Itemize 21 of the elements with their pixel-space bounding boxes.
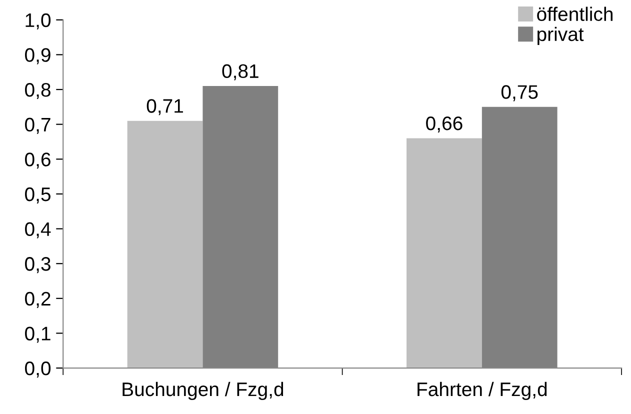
data-label: 0,75 xyxy=(501,85,538,102)
bar xyxy=(127,120,203,368)
y-tick-label: 0,8 xyxy=(25,82,50,100)
legend-label: öffentlich xyxy=(537,6,612,22)
y-tick-label: 0,7 xyxy=(25,118,50,134)
y-tick-label: 0,2 xyxy=(25,292,50,308)
legend-label: privat xyxy=(538,26,584,45)
bar xyxy=(406,138,482,368)
x-tick-label: Buchungen / Fzg,d xyxy=(122,382,284,400)
y-tick-label: 0,6 xyxy=(25,152,50,169)
y-tick-label: 0,5 xyxy=(25,187,50,204)
y-tick-label: 0,9 xyxy=(25,48,50,64)
data-label: 0,81 xyxy=(222,64,258,80)
y-tick-label: 0,1 xyxy=(25,326,50,343)
data-label: 0,71 xyxy=(146,99,183,116)
data-label: 0,66 xyxy=(426,116,462,133)
x-tick-label: Fahrten / Fzg,d xyxy=(418,382,547,400)
y-tick-label: 0,3 xyxy=(25,257,50,274)
y-tick-label: 1,0 xyxy=(26,13,51,30)
y-tick-label: 0,4 xyxy=(25,222,51,238)
y-tick-label: 0,0 xyxy=(25,362,51,378)
